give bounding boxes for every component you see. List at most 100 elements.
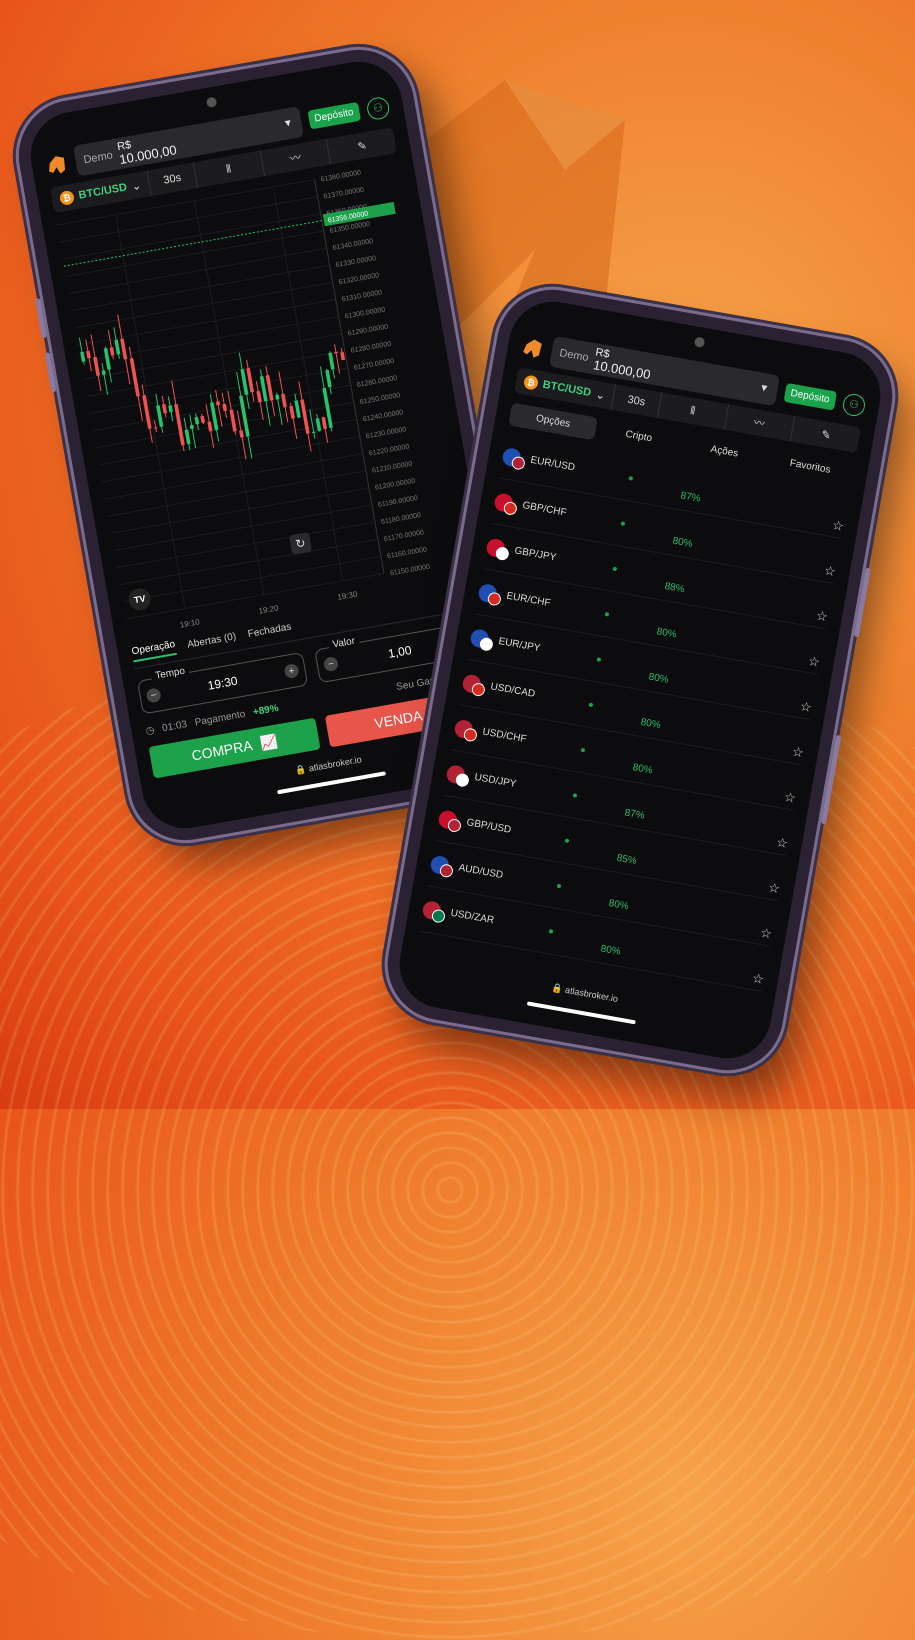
favorite-star-icon[interactable]: ☆ [759,924,774,942]
asset-payout: 87% [623,807,646,822]
asset-payout: 80% [607,898,630,913]
favorite-star-icon[interactable]: ☆ [783,788,798,806]
currency-flag-icon [470,681,486,697]
value-decrement-button[interactable]: − [322,655,340,673]
currency-flag-icon [445,763,471,788]
time-increment-button[interactable]: + [283,662,300,680]
clock-icon: ◷ [144,724,156,738]
currency-flag-icon [494,545,510,561]
currency-flag-icon [493,491,518,516]
currency-flag-icon [502,500,518,516]
tab-abertas[interactable]: Abertas (0) [186,630,237,651]
grid-line [71,264,330,312]
bitcoin-icon: ₿ [522,374,540,391]
candle [246,367,255,393]
candle [289,405,295,419]
y-tick-label: 61280.00000 [350,341,392,355]
candle [222,403,228,412]
reset-chart-icon[interactable]: ↻ [288,531,313,556]
candle [322,387,333,429]
candlestick-chart[interactable]: 61380.0000061370.0000061360.0000061350.0… [55,160,465,643]
user-icon[interactable]: ⚇ [365,95,391,121]
tab-fechadas[interactable]: Fechadas [246,621,293,640]
currency-flag-icon [437,808,463,833]
currency-flag-icon [510,455,526,471]
grid-line [56,179,315,226]
y-tick-label: 61220.00000 [368,443,410,457]
candle [200,415,206,424]
tab-acoes[interactable]: Ações [709,443,740,460]
y-tick-label: 61170.00000 [384,529,425,543]
candle [334,351,338,354]
currency-flag-icon [478,636,494,652]
status-dot [548,928,554,934]
currency-flag-icon [477,582,502,607]
candle [86,350,91,359]
currency-flag-icon [469,627,494,652]
candle [265,374,274,401]
assets-phone: Demo R$ 10.000,00 ▼ Depósito ⚇ ₿ BTC/USD… [378,280,902,1080]
favorite-star-icon[interactable]: ☆ [799,697,814,715]
candle [129,358,140,397]
favorite-star-icon[interactable]: ☆ [791,743,806,760]
chevron-down-icon: ▼ [758,382,770,395]
candle [281,393,287,408]
price-chart[interactable]: 61380.0000061370.0000061360.0000061350.0… [55,159,472,643]
asset-payout: 80% [639,716,662,732]
status-dot [588,702,594,707]
currency-flag-icon [501,446,526,471]
sell-label: VENDA [373,707,424,732]
favorite-star-icon[interactable]: ☆ [831,516,846,534]
url-text: atlasbroker.io [307,754,363,774]
favorite-star-icon[interactable]: ☆ [767,879,782,896]
tab-favoritos[interactable]: Favoritos [788,457,832,476]
status-dot [596,656,602,662]
grid-line [74,281,333,329]
grid-line [113,504,373,551]
tab-operacao[interactable]: Operação [130,638,177,663]
grid-line [62,213,321,260]
volume-button [35,298,47,339]
candle [259,375,268,402]
y-tick-label: 61240.00000 [362,409,404,423]
asset-name: GBP/JPY [513,545,558,564]
user-icon[interactable]: ⚇ [841,391,867,418]
x-tick-label: 19:30 [337,589,359,601]
currency-flag-icon [438,862,455,878]
asset-payout: 80% [655,626,678,641]
y-axis-line [314,179,385,574]
tab-opcoes[interactable]: Opções [508,402,598,441]
favorite-star-icon[interactable]: ☆ [815,607,830,625]
asset-name: USD/CAD [489,681,536,700]
bitcoin-icon: ₿ [58,189,76,206]
time-decrement-button[interactable]: − [145,687,162,704]
y-tick-label: 61380.00000 [320,169,362,183]
grid-line [116,521,376,569]
y-tick-label: 61150.00000 [390,563,431,577]
candle [240,368,249,396]
grid-line [107,470,366,517]
candle [328,352,335,370]
favorite-star-icon[interactable]: ☆ [751,969,766,987]
favorite-star-icon[interactable]: ☆ [823,561,838,579]
status-dot [556,883,562,888]
candle [300,399,310,434]
grid-line [122,555,382,603]
tab-cripto[interactable]: Cripto [624,428,653,445]
asset-name: GBP/CHF [521,500,568,519]
deposit-button[interactable]: Depósito [307,101,362,130]
grid-line [86,350,345,397]
grid-line [272,186,344,581]
chevron-down-icon: ⌄ [594,388,606,402]
y-tick-label: 61340.00000 [332,238,374,252]
trading-phone: Demo R$ 10.000,00 ▼ Depósito ⚇ ₿ BTC/USD… [9,40,535,850]
favorite-star-icon[interactable]: ☆ [807,652,822,670]
status-dot [604,611,610,617]
candle [340,351,346,361]
candle [229,409,237,432]
favorite-star-icon[interactable]: ☆ [775,833,790,851]
lock-icon: 🔒 [550,982,564,995]
deposit-button[interactable]: Depósito [783,382,838,411]
current-price-badge [322,201,396,227]
x-tick-label: 19:10 [179,617,201,629]
